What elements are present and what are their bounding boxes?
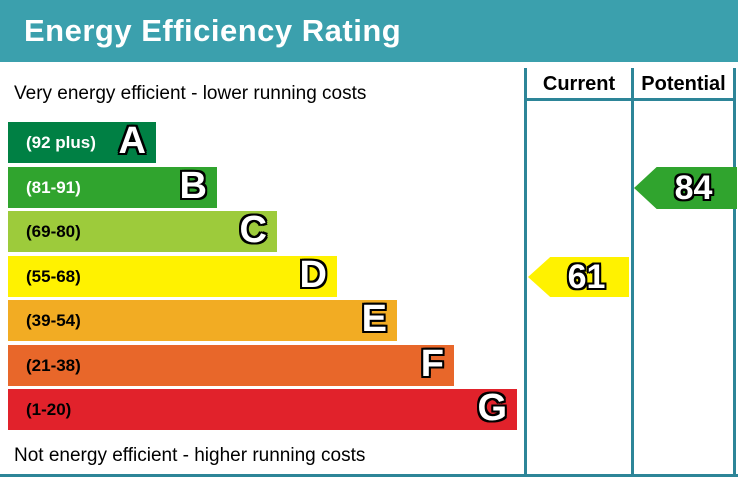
bottom-border: [0, 474, 738, 477]
band-letter: F: [420, 342, 444, 385]
band-range-label: (55-68): [26, 266, 81, 286]
band-range-label: (81-91): [26, 177, 81, 197]
table-right-border: [733, 68, 736, 476]
band-row-f: (21-38) F: [8, 342, 454, 386]
page-title: Energy Efficiency Rating: [24, 13, 402, 48]
band-row-e: (39-54) E: [8, 297, 397, 341]
header-underline: [524, 98, 736, 101]
band-row-c: (69-80) C: [8, 208, 277, 252]
band-letter: D: [299, 253, 327, 296]
band-letter: B: [179, 164, 207, 207]
potential-column-left-border: [631, 68, 634, 476]
current-column-left-border: [524, 68, 527, 476]
band-letter: G: [477, 386, 507, 429]
bottom-caption: Not energy efficient - higher running co…: [14, 445, 366, 466]
band-range-label: (69-80): [26, 221, 81, 241]
band-range-label: (39-54): [26, 310, 81, 330]
band-row-d: (55-68) D: [8, 253, 337, 297]
band-range-label: (92 plus): [26, 132, 96, 152]
band-row-g: (1-20) G: [8, 386, 517, 430]
band-letter: A: [118, 119, 146, 162]
current-rating-value: 61: [567, 257, 606, 296]
band-letter: E: [361, 297, 387, 340]
top-caption: Very energy efficient - lower running co…: [14, 83, 367, 104]
band-range-label: (1-20): [26, 399, 72, 419]
potential-rating-value: 84: [674, 168, 713, 207]
current-column-header: Current: [542, 72, 616, 95]
potential-rating-arrow: 84: [634, 167, 737, 209]
current-rating-arrow: 61: [528, 257, 629, 297]
title-bar: Energy Efficiency Rating: [0, 0, 738, 62]
band-row-a: (92 plus) A: [8, 119, 156, 163]
potential-column-header: Potential: [641, 72, 726, 95]
band-letter: C: [239, 208, 267, 251]
band-range-label: (21-38): [26, 355, 81, 375]
band-row-b: (81-91) B: [8, 164, 217, 208]
